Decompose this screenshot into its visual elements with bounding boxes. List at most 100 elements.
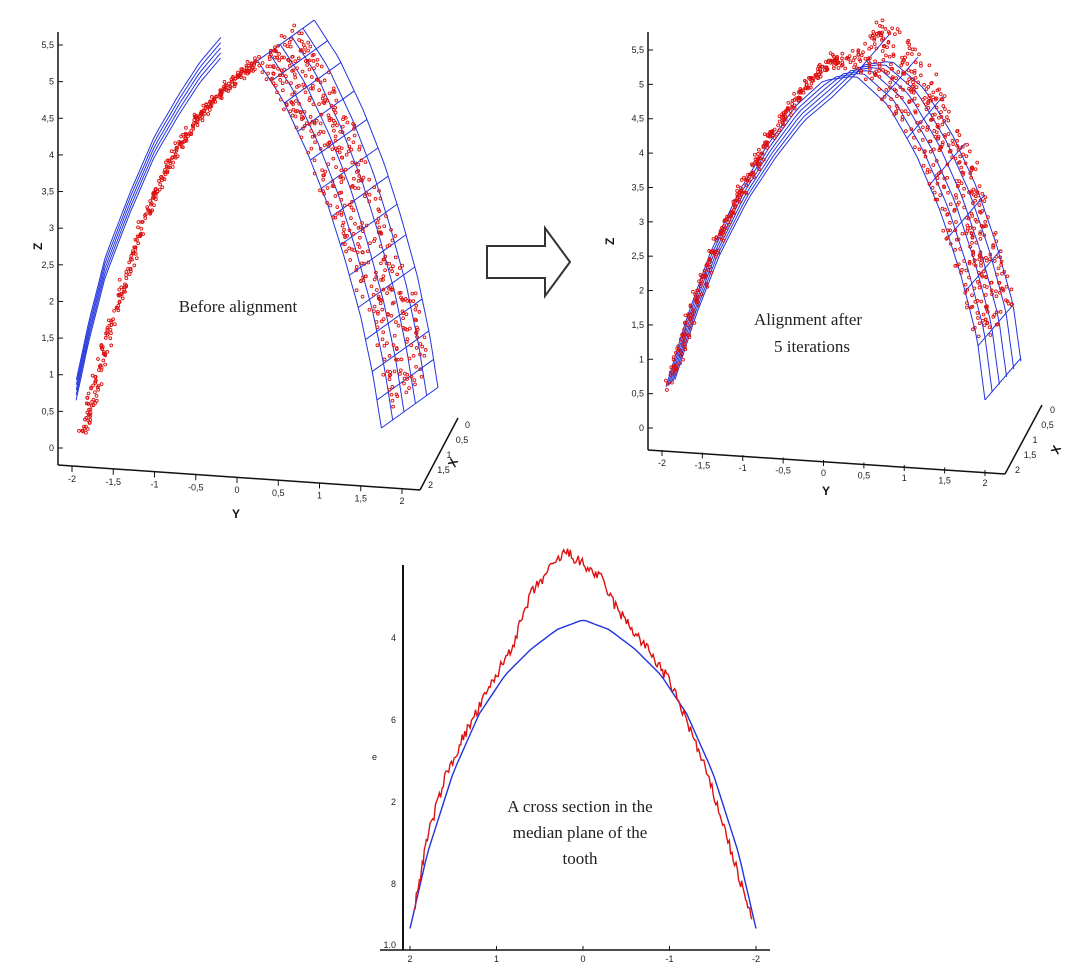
p2-red-point [671,370,675,374]
p2-red-point [935,197,940,202]
p1-red-point [339,168,344,173]
p2-red-point [678,348,683,353]
p1-red-point [109,318,114,323]
p1-blue-sheet-line [257,60,382,429]
p1-red-point [277,58,282,63]
p2-red-point [945,176,950,180]
p1-red-point [167,158,171,163]
p2-red-point [981,269,986,274]
p2-red-point [884,69,888,74]
p2-red-point [798,90,803,95]
p2-red-point [985,285,989,289]
p2-red-point [918,120,923,124]
p2-red-point [871,29,876,34]
p2-red-point [963,282,968,287]
p1-red-point [398,372,402,376]
p2-red-point [784,108,788,113]
p1-red-point [312,171,317,176]
p1-red-point [91,403,96,407]
p1-red-point [354,170,359,174]
p1-red-point [130,251,135,256]
p2-red-point [962,205,967,210]
p2-red-point [937,148,942,153]
p1-red-point [260,61,265,65]
p1-red-point [282,67,287,72]
p1-blue-cross-line [357,266,416,308]
p2-red-point [921,97,925,102]
p2-red-point [945,115,949,119]
p2-red-point [943,107,947,111]
p1-red-point [374,270,378,275]
p2-red-point [983,195,988,200]
p1-red-point [335,123,339,128]
p1-red-point [381,287,386,292]
p2-red-point [1005,299,1010,304]
p1-red-point [351,231,356,236]
p2-red-point [957,133,962,137]
p1-red-point [402,381,406,386]
p2-red-point [850,48,855,53]
p1-red-point [293,114,298,119]
p2-red-point [912,68,917,73]
p1-z-tick-label: 2 [49,296,54,306]
p1-red-point [314,118,319,123]
p1-red-point [317,88,322,92]
p2-red-point [683,320,688,325]
p1-red-point [311,52,316,57]
p2-red-point [926,99,931,104]
p3-y-tick-label: 8 [391,879,396,889]
p1-red-point [300,69,305,74]
p1-red-point [290,113,295,118]
p2-red-point [743,177,748,182]
p1-red-point [201,103,206,108]
p1-red-point [342,115,346,119]
p2-red-point [903,55,908,60]
p2-red-point [757,147,761,152]
p2-red-point [764,140,769,144]
p2-red-point [955,143,960,148]
p1-blue-sheet-line [313,19,439,388]
p1-red-point [321,130,326,134]
p1-red-point [294,125,299,130]
p1-red-point [367,199,372,204]
p1-red-point [412,378,417,382]
p2-red-point [905,51,910,56]
p2-red-point [877,68,881,73]
p1-red-point [360,178,364,183]
p2-red-point [872,37,877,42]
p2-red-point [880,18,885,23]
p2-red-point [960,231,965,236]
p1-red-point [422,335,427,340]
p2-red-point [758,161,763,166]
p1-z-tick-label: 3 [49,223,54,233]
p1-red-point [361,278,366,283]
p1-red-point [290,92,295,97]
p1-red-point [124,273,128,277]
p2-blue-sheet-line [667,73,993,393]
p1-red-point [347,144,352,149]
p2-red-point [953,193,958,197]
p1-red-point [84,424,88,429]
p2-red-point [926,101,931,105]
p1-red-point [117,299,122,304]
p2-red-point [975,190,980,195]
p2-red-point [887,104,892,109]
p2-red-point [698,273,703,277]
p1-red-point [303,45,307,50]
p1-red-point [309,86,313,91]
p1-red-point [252,62,257,67]
p2-red-point [953,264,958,268]
p2-red-point [983,293,988,297]
p1-red-point [277,52,281,56]
p2-y-tick-label: -2 [658,458,666,468]
p1-red-point [84,430,88,435]
p2-red-point [712,251,717,255]
p1-red-point [409,375,414,379]
p1-red-point [105,326,110,330]
p1-red-point [307,98,312,102]
p1-red-point [353,221,357,226]
p1-red-point [307,67,312,72]
p2-red-point [994,294,999,299]
p2-red-point [895,94,899,99]
p3-annotation-line-1: A cross section in the [507,797,652,816]
